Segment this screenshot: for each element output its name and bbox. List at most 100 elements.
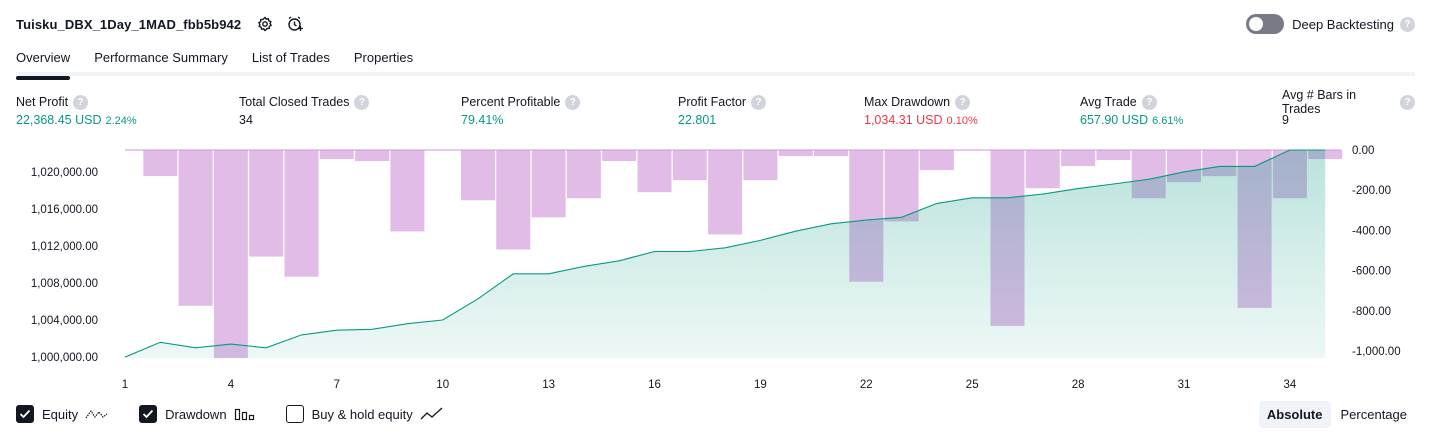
- drawdown-bars-icon: [234, 407, 256, 421]
- drawdown-bar: [708, 150, 743, 235]
- legend-buy-hold[interactable]: Buy & hold equity: [285, 405, 444, 423]
- x-axis-tick: 19: [754, 379, 767, 391]
- drawdown-bar: [390, 150, 425, 232]
- drawdown-bar: [284, 150, 319, 277]
- deep-backtesting: Deep Backtesting ?: [1246, 13, 1415, 35]
- info-icon[interactable]: ?: [751, 94, 767, 110]
- deep-backtesting-label: Deep Backtesting: [1292, 16, 1394, 32]
- legend-equity[interactable]: Equity: [16, 405, 109, 423]
- metric-label: Profit Factor: [678, 95, 747, 109]
- chart-legend: Equity Drawdown Buy & hold equity: [16, 403, 474, 425]
- drawdown-bar: [672, 150, 707, 181]
- drawdown-bar: [355, 150, 390, 162]
- drawdown-bar: [1061, 150, 1096, 167]
- y-axis-tick-left: 1,008,000.00: [31, 278, 98, 290]
- metrics-row: Net Profit? 22,368.45 USD 2.24% Total Clo…: [16, 88, 1415, 130]
- y-axis-tick-right: -400.00: [1352, 225, 1391, 237]
- absolute-button[interactable]: Absolute: [1258, 401, 1331, 428]
- drawdown-bar: [1025, 150, 1060, 189]
- metric-percent: 0.10%: [946, 115, 978, 127]
- legend-drawdown[interactable]: Drawdown: [139, 405, 255, 423]
- drawdown-bar: [1096, 150, 1131, 161]
- metric-value: 34: [239, 113, 253, 127]
- info-icon[interactable]: ?: [955, 94, 971, 110]
- metric-max-drawdown: Max Drawdown? 1,034.31 USD 0.10%: [864, 94, 978, 127]
- y-axis-tick-left: 1,016,000.00: [31, 204, 98, 216]
- drawdown-bar: [814, 150, 848, 157]
- drawdown-label: Drawdown: [165, 406, 227, 422]
- drawdown-bar: [213, 150, 248, 358]
- metric-net-profit: Net Profit? 22,368.45 USD 2.24%: [16, 94, 137, 127]
- scale-mode-switch: Absolute Percentage: [1257, 401, 1415, 428]
- metric-value: 1,034.31 USD: [864, 113, 943, 127]
- tab-properties[interactable]: Properties: [353, 50, 414, 65]
- info-icon[interactable]: ?: [565, 94, 581, 110]
- info-icon[interactable]: ?: [1400, 94, 1415, 110]
- metric-value: 9: [1282, 113, 1289, 127]
- buy-hold-label: Buy & hold equity: [311, 406, 413, 422]
- help-icon[interactable]: ?: [1400, 16, 1415, 32]
- drawdown-bar: [143, 150, 178, 177]
- y-axis-tick-right: 0.00: [1352, 145, 1374, 157]
- info-icon[interactable]: ?: [73, 94, 89, 110]
- add-alert-icon[interactable]: [285, 14, 305, 34]
- strategy-header: Tuisku_DBX_1Day_1MAD_fbb5b942: [16, 12, 305, 36]
- strategy-title: Tuisku_DBX_1Day_1MAD_fbb5b942: [16, 16, 242, 32]
- metric-label: Net Profit: [16, 95, 69, 109]
- metric-label: Avg Trade: [1080, 95, 1137, 109]
- tab-performance-summary[interactable]: Performance Summary: [94, 50, 228, 65]
- y-axis-tick-left: 1,000,000.00: [31, 352, 98, 364]
- equity-drawdown-chart[interactable]: 1,000,000.00 1,004,000.00 1,008,000.00 1,01…: [0, 140, 1431, 396]
- x-axis-tick: 28: [1072, 379, 1085, 391]
- y-axis-tick-left: 1,020,000.00: [31, 167, 98, 179]
- x-axis-tick: 16: [648, 379, 661, 391]
- x-axis-tick: 25: [966, 379, 979, 391]
- deep-backtesting-toggle[interactable]: [1246, 14, 1285, 34]
- info-icon[interactable]: ?: [1141, 94, 1157, 110]
- metric-avg-bars-in-trades: Avg # Bars in Trades? 9: [1282, 88, 1415, 127]
- buy-hold-checkbox[interactable]: [285, 405, 304, 423]
- metric-avg-trade: Avg Trade? 657.90 USD 6.61%: [1080, 94, 1183, 127]
- percentage-button[interactable]: Percentage: [1340, 407, 1408, 422]
- report-tabs: Overview Performance Summary List of Tra…: [16, 44, 1415, 80]
- metric-value: 79.41%: [461, 113, 504, 127]
- metric-value: 22,368.45 USD: [16, 113, 102, 127]
- y-axis-tick-left: 1,012,000.00: [31, 241, 98, 253]
- metric-label: Percent Profitable: [461, 95, 561, 109]
- x-axis-tick: 34: [1284, 379, 1297, 391]
- x-axis-tick: 31: [1178, 379, 1191, 391]
- x-axis-tick: 1: [122, 379, 128, 391]
- drawdown-bar: [743, 150, 778, 181]
- drawdown-bar: [778, 150, 813, 157]
- settings-icon[interactable]: [255, 14, 275, 34]
- metric-percent: 2.24%: [105, 115, 137, 127]
- x-axis-tick: 4: [228, 379, 235, 391]
- drawdown-bar: [178, 150, 213, 306]
- metric-label: Total Closed Trades: [239, 95, 350, 109]
- metric-total-closed-trades: Total Closed Trades? 34: [239, 94, 370, 127]
- y-axis-tick-right: -800.00: [1352, 306, 1391, 318]
- x-axis-tick: 7: [334, 379, 340, 391]
- equity-line: [124, 149, 1326, 358]
- tab-list-of-trades[interactable]: List of Trades: [251, 50, 330, 65]
- drawdown-bar: [249, 150, 284, 257]
- metric-percent: 6.61%: [1152, 115, 1184, 127]
- y-axis-tick-left: 1,004,000.00: [31, 315, 98, 327]
- drawdown-bar: [884, 150, 919, 222]
- metric-label: Max Drawdown: [864, 95, 951, 109]
- equity-checkbox[interactable]: [16, 405, 34, 423]
- metric-label: Avg # Bars in Trades: [1282, 88, 1357, 116]
- x-axis-tick: 22: [860, 379, 873, 391]
- tab-overview[interactable]: Overview: [16, 44, 71, 80]
- drawdown-bar: [566, 150, 601, 199]
- metric-value: 22.801: [678, 113, 717, 127]
- drawdown-bar: [496, 150, 531, 250]
- drawdown-bar: [461, 150, 495, 201]
- metric-profit-factor: Profit Factor? 22.801: [678, 94, 767, 127]
- x-axis-tick: 13: [542, 379, 555, 391]
- equity-area: [125, 150, 1326, 358]
- buy-hold-line-icon: [420, 407, 444, 421]
- info-icon[interactable]: ?: [354, 94, 370, 110]
- drawdown-checkbox[interactable]: [139, 405, 158, 423]
- y-axis-tick-right: -200.00: [1352, 185, 1391, 197]
